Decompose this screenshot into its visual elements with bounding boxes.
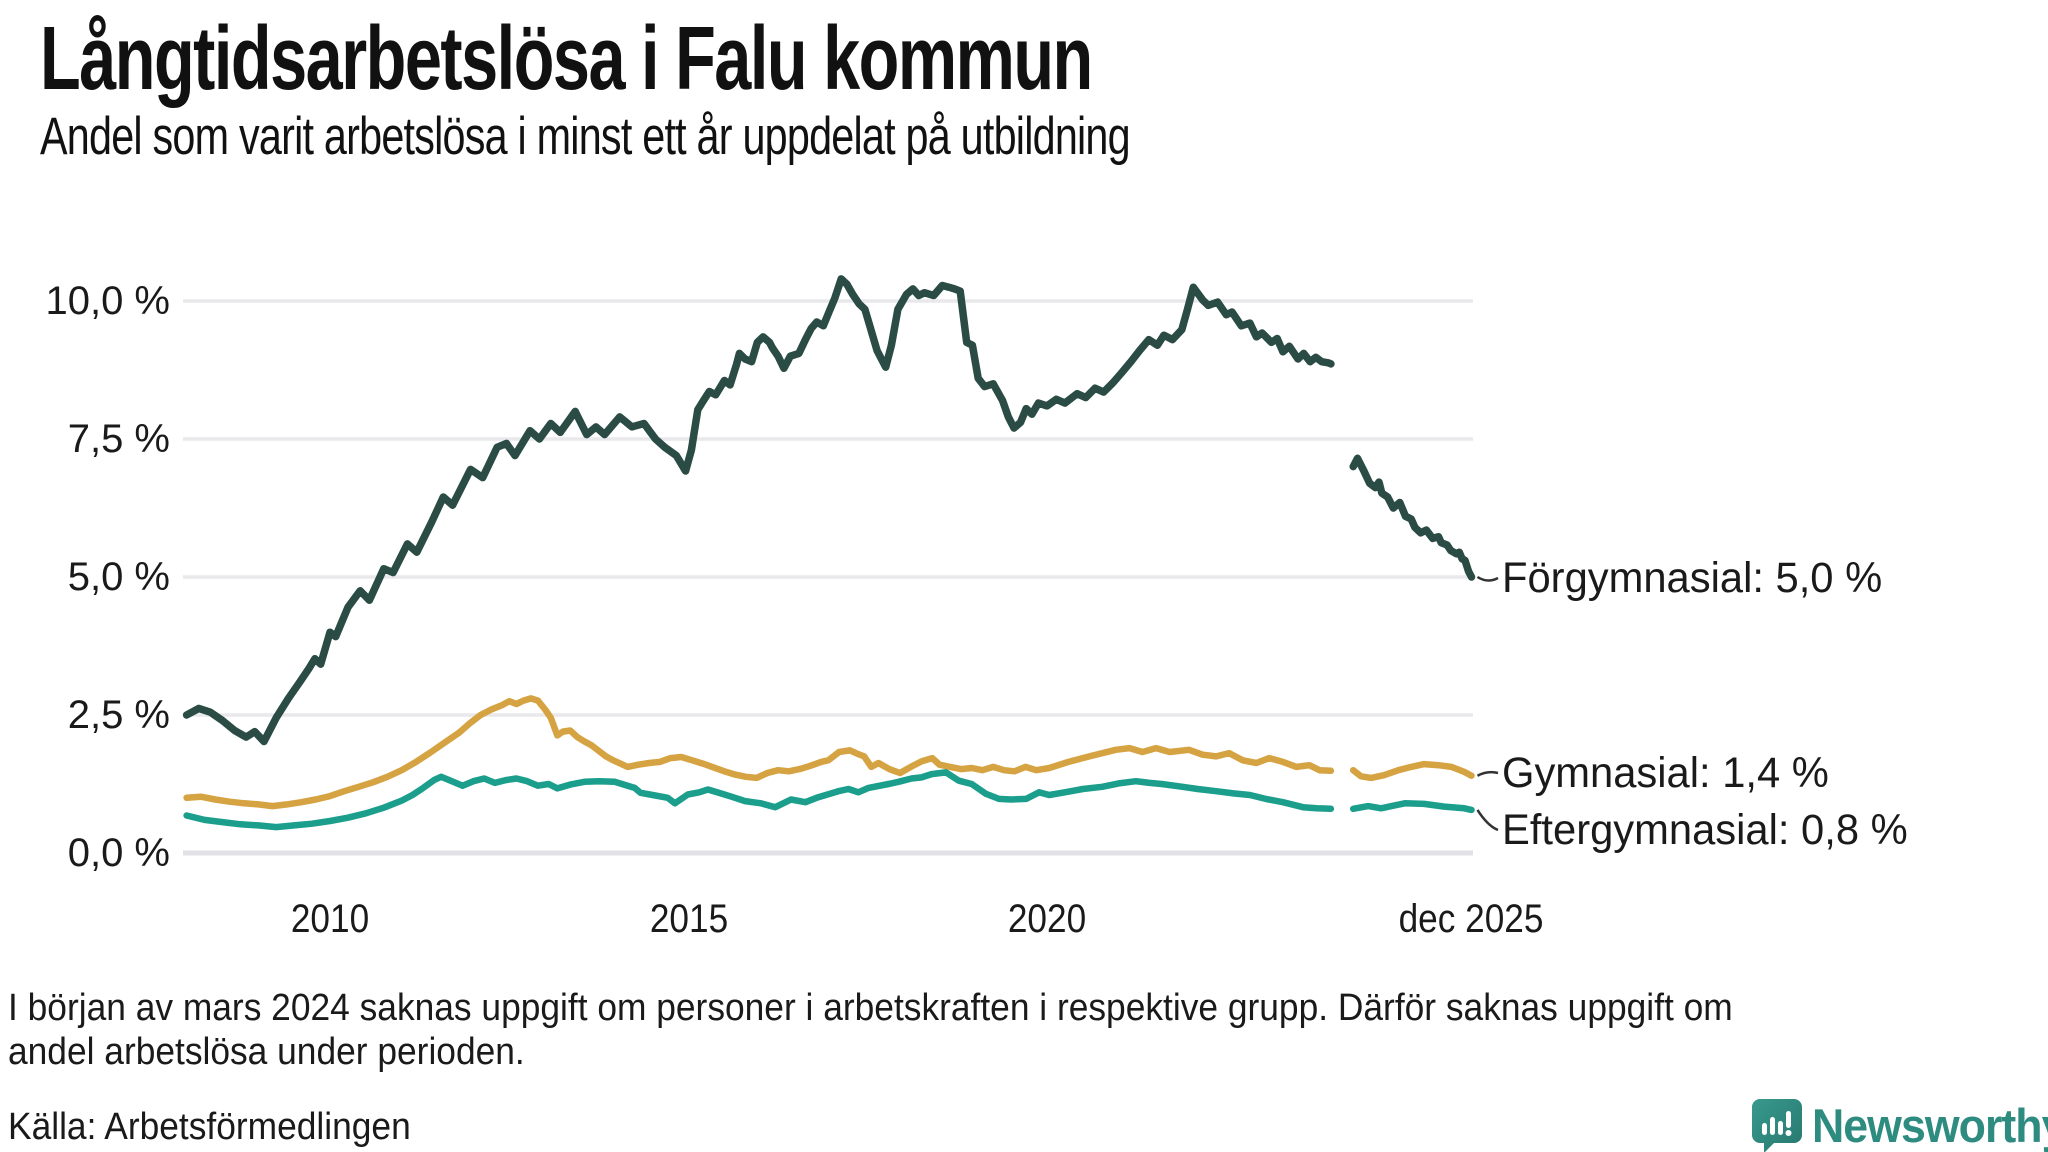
connector-eftergymnasial bbox=[1476, 809, 1499, 832]
footnote-line2: andel arbetslösa under perioden. bbox=[8, 1031, 525, 1073]
series-line-eftergymnasial bbox=[183, 769, 1335, 831]
series-line-förgymnasial bbox=[182, 275, 1335, 746]
x-tick-2010: 2010 bbox=[290, 897, 370, 941]
series-line-förgymnasial bbox=[1349, 454, 1476, 581]
footnote-line1: I början av mars 2024 saknas uppgift om … bbox=[8, 987, 1733, 1029]
x-tick-2020: 2020 bbox=[1007, 897, 1087, 941]
series-line-gymnasial bbox=[1349, 760, 1475, 782]
y-tick-0: 0,0 % bbox=[67, 831, 170, 875]
footnote: I början av mars 2024 saknas uppgift om … bbox=[8, 986, 1733, 1074]
connector-gymnasial bbox=[1476, 770, 1499, 777]
series-line-eftergymnasial bbox=[1349, 800, 1475, 814]
y-tick-2.5: 2,5 % bbox=[67, 693, 170, 737]
page-title: Långtidsarbetslösa i Falu kommun bbox=[40, 9, 1093, 109]
label-connectors bbox=[1476, 575, 1499, 832]
series-line-gymnasial bbox=[183, 695, 1335, 810]
y-tick-5: 5,0 % bbox=[67, 555, 170, 599]
x-tick-dec-2025: dec 2025 bbox=[1399, 897, 1544, 941]
newsworthy-logo-icon bbox=[1752, 1098, 1802, 1152]
connector-förgymnasial bbox=[1476, 575, 1499, 582]
series-label-forgymnasial: Förgymnasial: 5,0 % bbox=[1502, 554, 1883, 602]
newsworthy-wordmark: Newsworthy bbox=[1812, 1099, 2048, 1152]
y-tick-7.5: 7,5 % bbox=[67, 417, 170, 461]
x-tick-2015: 2015 bbox=[649, 897, 728, 941]
newsworthy-logo: Newsworthy bbox=[1752, 1098, 2048, 1152]
source-note: Källa: Arbetsförmedlingen bbox=[8, 1106, 411, 1148]
series-label-gymnasial: Gymnasial: 1,4 % bbox=[1502, 749, 1829, 797]
gridlines bbox=[183, 299, 1473, 856]
series-lines bbox=[182, 275, 1476, 831]
series-label-eftergymnasial: Eftergymnasial: 0,8 % bbox=[1502, 806, 1908, 854]
chart-subtitle: Andel som varit arbetslösa i minst ett å… bbox=[40, 107, 1131, 166]
y-tick-10: 10,0 % bbox=[45, 279, 170, 323]
